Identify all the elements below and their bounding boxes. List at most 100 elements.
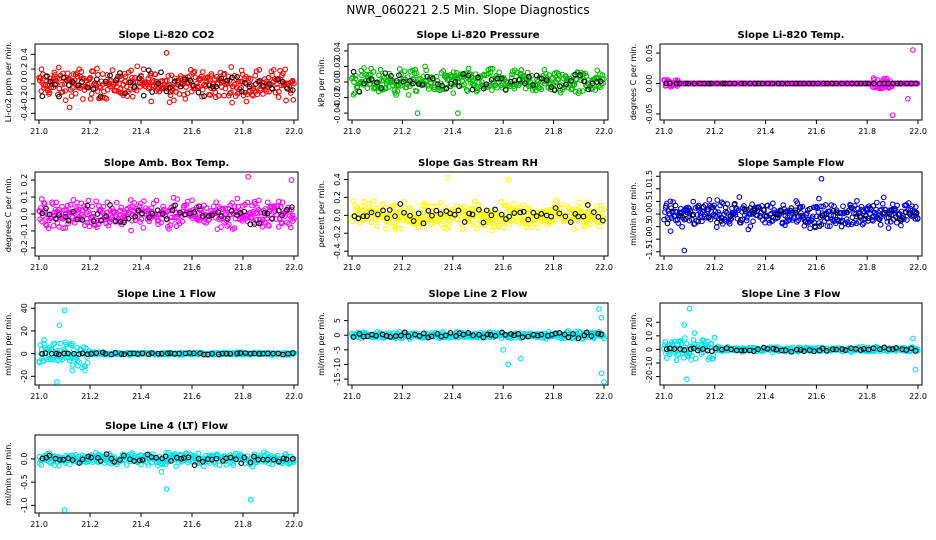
- outlier-point: [596, 306, 602, 312]
- data-point: [127, 86, 133, 93]
- data-point-black: [61, 350, 67, 357]
- data-point: [510, 201, 517, 207]
- data-point: [252, 72, 259, 79]
- data-point: [222, 205, 229, 212]
- data-point-black: [252, 81, 259, 87]
- outlier-point: [41, 337, 47, 343]
- outlier-point: [904, 95, 911, 102]
- data-point: [140, 224, 147, 231]
- data-point: [743, 217, 750, 224]
- data-point-black: [234, 74, 240, 80]
- data-point: [108, 214, 115, 221]
- data-point-black: [773, 346, 780, 353]
- data-point: [450, 90, 457, 96]
- x-tick-label: 21.6: [494, 263, 512, 272]
- data-point-black: [56, 351, 62, 358]
- data-point: [475, 202, 482, 208]
- data-point: [795, 217, 802, 224]
- data-point-black: [770, 214, 777, 221]
- y-tick-label: 0.0: [20, 453, 29, 466]
- data-point: [179, 218, 186, 225]
- data-point-black: [145, 67, 152, 74]
- data-point-black: [731, 200, 738, 207]
- data-point: [596, 223, 603, 230]
- figure-title: NWR_060221 2.5 Min. Slope Diagnostics: [346, 3, 589, 17]
- data-point: [45, 225, 52, 232]
- data-point: [486, 82, 493, 89]
- data-point-black: [280, 455, 287, 462]
- data-point-black: [56, 93, 62, 100]
- data-point: [277, 67, 283, 74]
- data-point-black: [149, 350, 155, 356]
- data-point: [290, 459, 297, 466]
- data-point: [827, 223, 833, 229]
- data-point: [223, 81, 230, 88]
- data-point: [681, 335, 688, 341]
- outlier-point: [598, 314, 605, 321]
- data-point-black: [364, 213, 370, 219]
- data-point: [46, 89, 53, 96]
- data-point: [123, 83, 130, 90]
- y-axis-label: ml/min per min.: [4, 312, 13, 376]
- data-point-black: [741, 206, 748, 213]
- data-point-black: [903, 209, 909, 215]
- data-point: [474, 87, 481, 94]
- data-point-black: [894, 80, 901, 87]
- outlier-point: [66, 104, 73, 111]
- data-point: [255, 197, 262, 204]
- data-point-black: [76, 351, 82, 357]
- data-point-black: [65, 350, 71, 357]
- data-point-black: [424, 73, 431, 80]
- data-point-black: [492, 206, 498, 213]
- data-point: [516, 80, 523, 87]
- x-tick-label: 22.0: [595, 263, 613, 272]
- data-point-black: [155, 350, 162, 357]
- data-point-black: [373, 79, 380, 86]
- data-point-black: [135, 207, 142, 214]
- data-point: [713, 224, 720, 230]
- data-point: [163, 450, 169, 456]
- data-point-black: [552, 205, 559, 211]
- data-point-black: [488, 212, 495, 219]
- data-point: [850, 219, 857, 226]
- y-tick-label: 0.04: [333, 42, 342, 60]
- data-point-black: [437, 211, 444, 217]
- panel-title: Slope Line 2 Flow: [429, 289, 528, 300]
- data-point-black: [69, 457, 76, 463]
- data-point-black: [215, 209, 221, 216]
- data-point-black: [167, 84, 173, 91]
- data-point: [489, 87, 495, 93]
- data-point-black: [731, 80, 738, 87]
- data-point: [182, 96, 189, 102]
- chart-panel-3: Slope Li-820 Temp.degrees C per min.21.0…: [629, 30, 927, 136]
- data-point: [473, 225, 480, 232]
- data-point-black: [264, 456, 271, 463]
- data-point-black: [52, 81, 58, 88]
- data-point-black: [102, 350, 109, 357]
- data-point: [282, 66, 289, 73]
- data-point-black: [238, 460, 245, 467]
- data-point-black: [149, 89, 156, 95]
- data-point: [728, 216, 735, 222]
- data-point: [96, 83, 103, 90]
- data-point: [165, 72, 172, 79]
- data-point-black: [595, 330, 602, 337]
- chart-panel-4: Slope Amb. Box Temp.degrees C per min.21…: [4, 158, 303, 272]
- data-point: [467, 205, 474, 212]
- data-point-black: [420, 330, 427, 337]
- data-point: [160, 203, 166, 210]
- outlier-point: [163, 50, 170, 56]
- data-point: [871, 76, 878, 83]
- data-point-black: [480, 219, 487, 226]
- data-point: [706, 196, 713, 203]
- data-point-black: [388, 72, 394, 79]
- data-point: [72, 90, 79, 97]
- data-point-black: [461, 219, 468, 225]
- x-tick-label: 21.8: [858, 263, 876, 272]
- data-point-black: [350, 68, 357, 75]
- data-point-black: [373, 332, 379, 339]
- data-point: [592, 87, 599, 93]
- data-point-black: [197, 350, 203, 357]
- data-point-black: [548, 84, 555, 90]
